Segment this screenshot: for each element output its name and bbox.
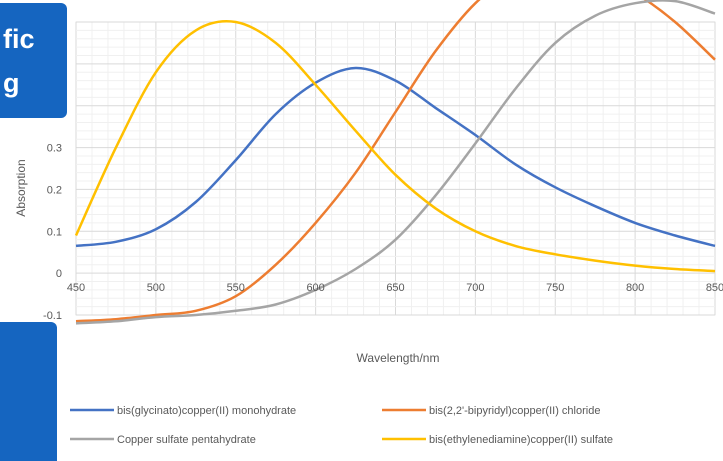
x-axis-title: Wavelength/nm — [357, 351, 440, 365]
legend-label-2: bis(2,2'-bipyridyl)copper(II) chloride — [429, 405, 600, 417]
title-banner-fragment: fic g — [0, 3, 67, 118]
legend: bis(glycinato)copper(II) monohydrate bis(… — [70, 405, 613, 446]
x-tick-label: 650 — [386, 282, 404, 294]
series-line-4 — [74, 19, 716, 273]
y-axis-title: Absorption — [14, 159, 28, 216]
x-tick-label: 550 — [227, 282, 245, 294]
series-line-3 — [75, 0, 716, 325]
plot-area — [74, 0, 716, 325]
y-tick-label: 0.3 — [47, 143, 62, 155]
legend-label-1: bis(glycinato)copper(II) monohydrate — [117, 405, 296, 417]
grid — [75, 21, 716, 316]
banner-line-2: g — [3, 68, 20, 98]
x-tick-label: 500 — [147, 282, 165, 294]
x-tick-label: 850 — [706, 282, 723, 294]
y-tick-label: -0.1 — [43, 310, 62, 322]
x-tick-label: 450 — [67, 282, 85, 294]
x-tick-label: 800 — [626, 282, 644, 294]
x-axis-ticks: 450 500 550 600 650 700 750 800 850 — [67, 282, 723, 294]
legend-label-3: Copper sulfate pentahydrate — [117, 434, 256, 446]
y-tick-label: 0 — [56, 268, 62, 280]
x-tick-label: 750 — [546, 282, 564, 294]
legend-label-4: bis(ethylenediamine)copper(II) sulfate — [429, 434, 613, 446]
side-banner-fragment — [0, 322, 57, 461]
y-tick-label: 0.2 — [47, 184, 62, 196]
banner-line-1: fic — [3, 24, 35, 54]
series-line-2 — [75, 0, 716, 323]
x-tick-label: 700 — [466, 282, 484, 294]
series-line-1 — [75, 66, 716, 248]
x-tick-label: 600 — [306, 282, 324, 294]
y-tick-label: 0.1 — [47, 226, 62, 238]
